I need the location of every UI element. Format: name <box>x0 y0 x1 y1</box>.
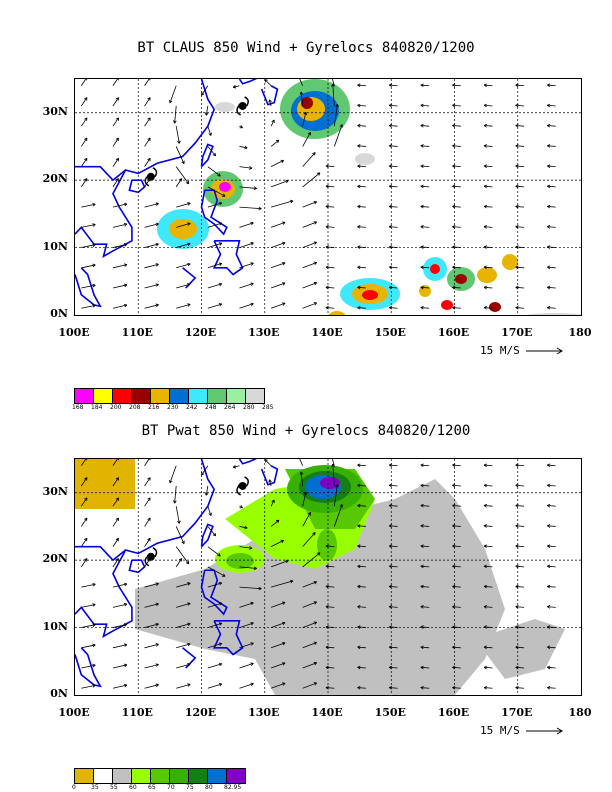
colorbar-swatch <box>113 389 132 403</box>
colorbar-label: 0 <box>72 784 76 791</box>
colorbar-label: 70 <box>167 784 175 791</box>
colorbar-label: 208 <box>129 404 141 411</box>
x-tick-label: 100E <box>58 326 90 339</box>
colorbar <box>74 388 265 404</box>
colorbar-swatch <box>94 389 113 403</box>
gyre-locations <box>144 476 249 567</box>
colorbar-label: 55 <box>110 784 118 791</box>
x-tick-label: 140E <box>311 326 343 339</box>
reference-vector: 15 M/S <box>480 344 566 357</box>
colorbar-label: 230 <box>167 404 179 411</box>
colorbar-swatch <box>189 389 208 403</box>
coastlines <box>75 79 279 308</box>
top-map-panel <box>74 78 582 316</box>
x-tick-label: 180 <box>568 706 592 719</box>
coastlines <box>75 459 279 688</box>
gyre-marker <box>238 101 247 110</box>
colorbar-label: 285 <box>262 404 274 411</box>
y-tick-label: 20N <box>42 552 68 566</box>
x-tick-label: 170E <box>501 326 533 339</box>
colorbar-swatch <box>75 389 94 403</box>
colorbar-swatch <box>189 769 208 783</box>
colorbar-swatch <box>170 769 189 783</box>
colorbar-swatch <box>208 389 227 403</box>
x-tick-label: 150E <box>374 326 406 339</box>
y-tick-label: 30N <box>42 484 68 498</box>
bottom-map-panel <box>74 458 582 696</box>
colorbar-swatch <box>170 389 189 403</box>
colorbar-swatch <box>94 769 113 783</box>
x-tick-label: 150E <box>374 706 406 719</box>
colorbar-swatch <box>132 389 151 403</box>
y-tick-label: 0N <box>50 687 68 700</box>
colorbar-swatch <box>227 389 246 403</box>
y-tick-label: 20N <box>42 172 68 186</box>
x-tick-label: 160E <box>437 326 470 339</box>
colorbar-swatch <box>75 769 94 783</box>
gyre-marker <box>146 172 155 181</box>
y-tick-label: 10N <box>42 239 68 253</box>
colorbar-label: 216 <box>148 404 160 411</box>
bottom-map-title: BT Pwat 850 Wind + Gyrelocs 840820/1200 <box>141 423 471 439</box>
x-tick-label: 140E <box>311 706 343 719</box>
lat-lon-grid <box>75 79 581 315</box>
colorbar-label: 242 <box>186 404 198 411</box>
gyre-marker <box>146 552 155 561</box>
colorbar-label: 65 <box>148 784 156 791</box>
top-map-title: BT CLAUS 850 Wind + Gyrelocs 840820/1200 <box>137 40 475 56</box>
wind-vectors <box>80 459 556 690</box>
colorbar-label: 184 <box>91 404 103 411</box>
x-tick-label: 110E <box>121 706 153 719</box>
colorbar-swatch <box>151 389 170 403</box>
colorbar <box>74 768 246 784</box>
colorbar-swatch <box>132 769 151 783</box>
x-tick-label: 180 <box>568 326 592 339</box>
colorbar-label: 200 <box>110 404 122 411</box>
colorbar-label: 75 <box>186 784 194 791</box>
colorbar-label: 248 <box>205 404 217 411</box>
colorbar-label: 35 <box>91 784 99 791</box>
colorbar-label: 60 <box>129 784 137 791</box>
x-tick-label: 130E <box>248 706 280 719</box>
colorbar-label: 168 <box>72 404 84 411</box>
bottom-map-canvas <box>75 459 581 695</box>
gyre-locations <box>144 96 249 187</box>
colorbar-swatch <box>208 769 227 783</box>
reference-vector: 15 M/S <box>480 724 566 737</box>
x-tick-label: 110E <box>121 326 153 339</box>
colorbar-label: 82.95 <box>224 784 242 791</box>
colorbar-label: 280 <box>243 404 255 411</box>
x-tick-label: 120E <box>184 326 217 339</box>
pwat-features <box>75 459 565 695</box>
x-tick-label: 160E <box>437 706 470 719</box>
x-tick-label: 170E <box>501 706 533 719</box>
y-tick-label: 10N <box>42 619 68 633</box>
x-tick-label: 120E <box>184 706 217 719</box>
lat-lon-grid <box>75 459 581 695</box>
colorbar-swatch <box>246 389 264 403</box>
colorbar-label: 80 <box>205 784 213 791</box>
x-tick-label: 100E <box>58 706 90 719</box>
colorbar-swatch <box>113 769 132 783</box>
top-map-canvas <box>75 79 581 315</box>
colorbar-label: 264 <box>224 404 236 411</box>
x-tick-label: 130E <box>248 326 280 339</box>
colorbar-swatch <box>151 769 170 783</box>
cloud-features <box>157 79 581 315</box>
y-tick-label: 30N <box>42 104 68 118</box>
gyre-marker <box>238 481 247 490</box>
y-tick-label: 0N <box>50 307 68 320</box>
colorbar-swatch <box>227 769 245 783</box>
